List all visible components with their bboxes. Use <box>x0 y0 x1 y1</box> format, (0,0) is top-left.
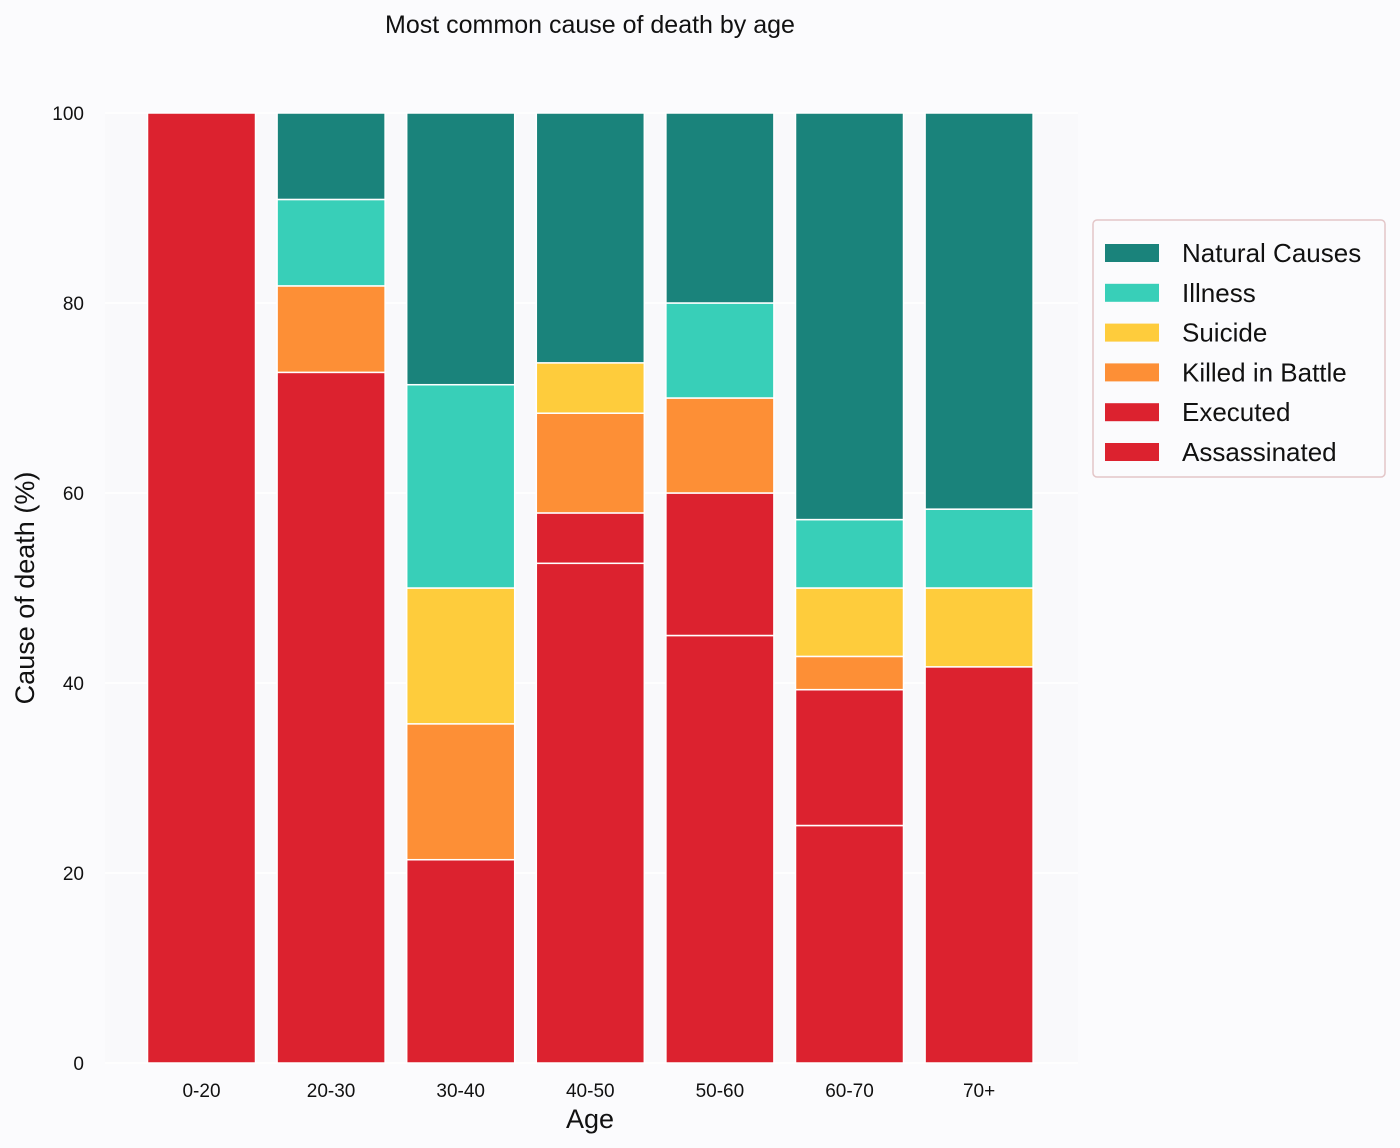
legend-swatch <box>1105 283 1159 302</box>
y-tick-label: 0 <box>73 1054 84 1075</box>
x-tick-label: 50-60 <box>696 1081 745 1102</box>
legend: Natural Causes Illness Suicide Killed in Ba… <box>1092 219 1386 478</box>
bar-segment <box>535 512 646 565</box>
bar-segment <box>405 112 516 386</box>
x-tick-labels: 0-20 20-30 30-40 40-50 50-60 60-70 70+ <box>182 1081 995 1102</box>
bar-segment <box>405 587 516 725</box>
bar-segment <box>794 688 905 827</box>
bar-segment <box>405 858 516 1064</box>
bar-segment <box>924 587 1034 668</box>
bar-segment <box>535 112 646 364</box>
bar-segment <box>665 302 775 399</box>
bar-segment <box>276 285 386 374</box>
legend-label: Executed <box>1182 397 1290 427</box>
bar-segment <box>665 112 775 304</box>
x-tick-label: 40-50 <box>566 1081 615 1102</box>
bar-segment <box>794 112 905 521</box>
x-tick-label: 20-30 <box>307 1081 356 1102</box>
legend-label: Assassinated <box>1182 437 1337 467</box>
y-tick-labels: 0 20 40 60 80 100 <box>52 104 84 1075</box>
y-axis-label: Cause of death (%) <box>10 472 40 705</box>
bar-segment <box>146 112 257 1064</box>
bar-segment <box>794 655 905 691</box>
legend-frame <box>1092 219 1386 478</box>
bars-group <box>146 112 1034 1064</box>
bar-segment <box>924 508 1034 589</box>
bar-segment <box>535 562 646 1064</box>
chart-title: Most common cause of death by age <box>385 11 795 39</box>
y-tick-label: 40 <box>63 674 84 695</box>
x-tick-label: 60-70 <box>825 1081 874 1102</box>
legend-swatch <box>1105 443 1159 461</box>
legend-label: Killed in Battle <box>1182 357 1347 387</box>
bar-segment <box>405 383 516 589</box>
bar-segment <box>665 397 775 494</box>
x-tick-label: 70+ <box>963 1081 995 1102</box>
legend-label: Natural Causes <box>1182 238 1361 268</box>
bar-segment <box>405 723 516 861</box>
legend-swatch <box>1105 244 1159 262</box>
x-tick-label: 0-20 <box>182 1081 220 1102</box>
bar-segment <box>794 824 905 1064</box>
legend-label: Illness <box>1182 278 1256 308</box>
bar-segment <box>535 362 646 414</box>
legend-swatch <box>1105 323 1159 342</box>
bar-segment <box>665 492 775 637</box>
bar-segment <box>924 666 1034 1064</box>
bar-segment <box>276 371 386 1064</box>
y-tick-label: 60 <box>63 484 84 505</box>
legend-label: Suicide <box>1182 318 1267 348</box>
y-tick-label: 100 <box>52 104 84 125</box>
x-axis-label: Age <box>566 1104 614 1134</box>
y-tick-label: 20 <box>63 864 84 885</box>
bar-segment <box>535 412 646 514</box>
bar-segment <box>794 587 905 658</box>
bar-segment <box>924 112 1034 510</box>
legend-swatch <box>1105 363 1159 382</box>
x-tick-label: 30-40 <box>436 1081 485 1102</box>
bar-segment <box>665 634 775 1064</box>
y-tick-label: 80 <box>63 294 84 315</box>
bar-segment <box>794 518 905 589</box>
bar-segment <box>276 198 386 287</box>
bar-segment <box>276 112 386 201</box>
legend-swatch <box>1105 403 1159 422</box>
